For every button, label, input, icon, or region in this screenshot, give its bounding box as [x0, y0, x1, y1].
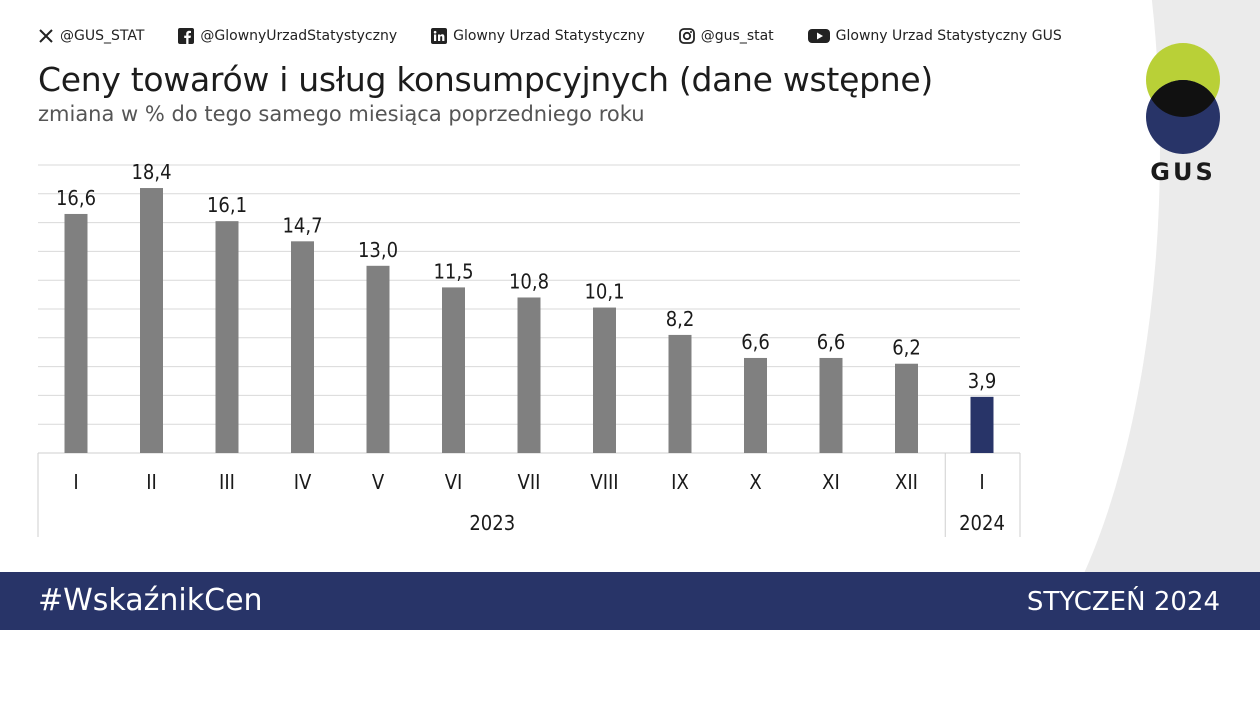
- x-tick-label: XI: [822, 470, 840, 494]
- x-tick-label: X: [749, 470, 761, 494]
- gus-logo-icon: [1146, 43, 1220, 154]
- page-title: Ceny towarów i usług konsumpcyjnych (dan…: [38, 60, 933, 99]
- x-tick-label: II: [146, 470, 157, 494]
- data-label: 13,0: [358, 238, 398, 262]
- data-label: 16,1: [207, 193, 247, 217]
- x-tick-label: III: [219, 470, 235, 494]
- group-label: 2024: [959, 511, 1005, 535]
- data-label: 10,1: [584, 280, 624, 304]
- bar: [895, 363, 918, 453]
- x-tick-label: IV: [294, 470, 312, 494]
- bar: [819, 357, 843, 453]
- bar: [366, 265, 390, 453]
- social-label: Glowny Urzad Statystyczny: [453, 28, 645, 44]
- bar: [291, 241, 314, 453]
- data-label: 18,4: [131, 160, 171, 184]
- data-label: 16,6: [56, 186, 96, 210]
- data-label: 6,6: [741, 330, 770, 354]
- bar: [668, 334, 692, 453]
- x-logo-icon: [38, 28, 54, 44]
- linkedin-icon: [431, 28, 448, 44]
- instagram-icon: [678, 28, 695, 44]
- social-link-x[interactable]: @GUS_STAT: [38, 28, 144, 44]
- bar: [517, 297, 541, 453]
- page-subtitle: zmiana w % do tego samego miesiąca poprz…: [38, 102, 645, 126]
- data-label: 11,5: [433, 259, 473, 283]
- footer-bar: #WskaźnikCen STYCZEŃ 2024: [0, 572, 1260, 630]
- youtube-icon: [807, 28, 830, 44]
- social-label: Glowny Urzad Statystyczny GUS: [835, 28, 1062, 44]
- bar: [215, 221, 239, 453]
- hashtag-text: #WskaźnikCen: [38, 583, 263, 618]
- social-link-linkedin[interactable]: Glowny Urzad Statystyczny: [431, 28, 645, 44]
- logo-text: GUS: [1150, 158, 1216, 186]
- x-tick-label: V: [372, 470, 385, 494]
- bar: [442, 287, 465, 453]
- data-label: 8,2: [666, 307, 695, 331]
- logo-overlap: [1146, 80, 1220, 117]
- bar: [593, 307, 616, 453]
- x-tick-label: XII: [895, 470, 918, 494]
- facebook-icon: [178, 28, 195, 44]
- x-tick-label: VII: [518, 470, 541, 494]
- social-links-bar: @GUS_STAT @GlownyUrzadStatystyczny Glown…: [38, 25, 1062, 47]
- group-label: 2023: [469, 511, 515, 535]
- social-label: @gus_stat: [700, 28, 774, 44]
- x-tick-label: I: [979, 470, 984, 494]
- bar: [744, 357, 767, 453]
- bar: [970, 396, 994, 453]
- x-tick-label: I: [73, 470, 78, 494]
- bar-chart: 16,6 I 18,4 II 16,1 III 14,7 IV 13,0 V 11,5 VI 10,8 V…: [37, 160, 1021, 537]
- data-label: 6,2: [892, 336, 921, 360]
- social-link-facebook[interactable]: @GlownyUrzadStatystyczny: [178, 28, 397, 44]
- data-label: 6,6: [817, 330, 846, 354]
- x-tick-label: VIII: [590, 470, 618, 494]
- data-label: 3,9: [968, 369, 997, 393]
- social-link-youtube[interactable]: Glowny Urzad Statystyczny GUS: [807, 28, 1062, 44]
- data-label: 14,7: [282, 213, 322, 237]
- bar: [64, 213, 88, 453]
- bar: [140, 188, 163, 453]
- x-tick-label: VI: [445, 470, 463, 494]
- period-label: STYCZEŃ 2024: [1026, 587, 1220, 617]
- social-label: @GUS_STAT: [60, 28, 145, 44]
- x-tick-label: IX: [671, 470, 689, 494]
- data-label: 10,8: [509, 269, 549, 293]
- social-link-instagram[interactable]: @gus_stat: [678, 28, 774, 44]
- social-label: @GlownyUrzadStatystyczny: [200, 28, 398, 44]
